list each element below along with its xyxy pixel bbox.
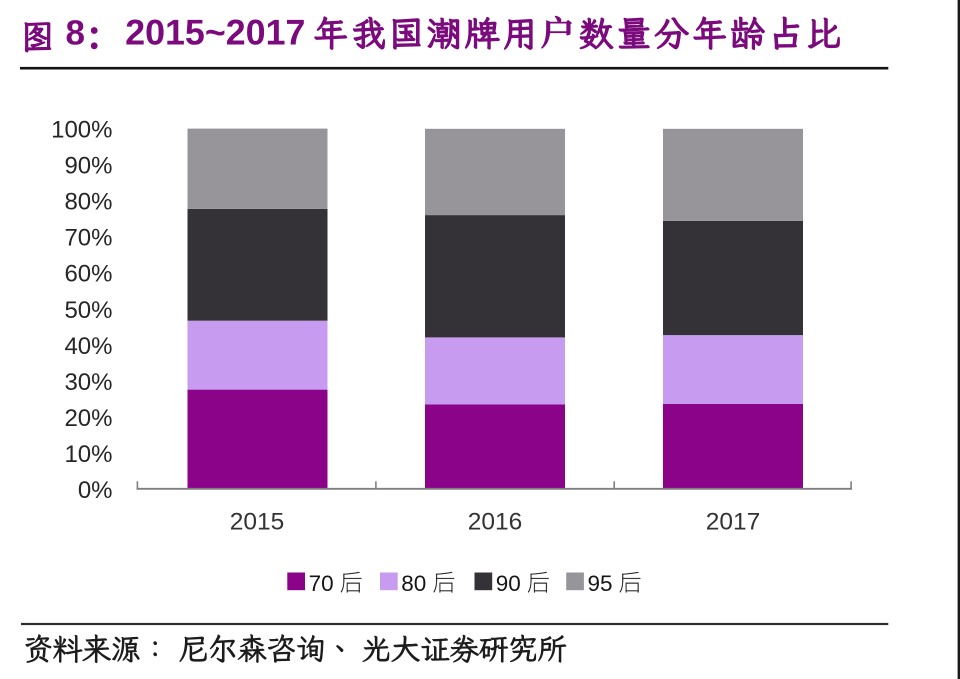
svg-text:2015: 2015: [230, 509, 285, 536]
svg-text:80%: 80%: [64, 189, 112, 216]
svg-text:100%: 100%: [51, 117, 112, 144]
svg-text:90: 90: [496, 571, 521, 596]
svg-text:40%: 40%: [64, 333, 112, 360]
svg-text:90%: 90%: [64, 153, 112, 180]
svg-text:80: 80: [401, 571, 426, 596]
svg-text:70: 70: [309, 571, 334, 596]
svg-text:10%: 10%: [64, 441, 112, 468]
svg-text:0%: 0%: [78, 477, 113, 504]
svg-text:20%: 20%: [64, 405, 112, 432]
svg-text:30%: 30%: [64, 369, 112, 396]
svg-text:2016: 2016: [468, 509, 523, 536]
svg-text:60%: 60%: [64, 261, 112, 288]
svg-text:2017: 2017: [706, 509, 761, 536]
svg-text:95: 95: [588, 571, 613, 596]
svg-text:50%: 50%: [64, 297, 112, 324]
svg-text:70%: 70%: [64, 225, 112, 252]
